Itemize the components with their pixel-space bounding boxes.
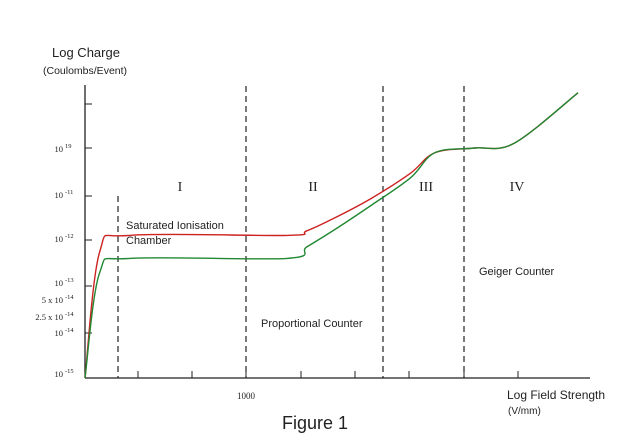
region-numeral: III [419, 180, 433, 195]
region-label: Chamber [126, 235, 172, 247]
region-label: Geiger Counter [479, 266, 555, 278]
y-tick-label-exponent: -13 [65, 277, 74, 284]
y-tick-label: 10 [55, 369, 64, 379]
y-tick-label: 10 [55, 190, 64, 200]
y-tick-label: 10 [55, 234, 64, 244]
y-axis-title: Log Charge [52, 45, 120, 60]
region-label: Proportional Counter [261, 318, 363, 330]
y-axis-unit: (Coulombs/Event) [43, 65, 127, 77]
region-boundaries [117, 86, 465, 378]
y-tick-label-exponent: -14 [65, 294, 74, 301]
y-tick-label-exponent: -14 [65, 311, 74, 318]
y-tick-label: 10 [55, 144, 64, 154]
y-tick-label: 5 x 10 [42, 295, 63, 305]
figure-caption: Figure 1 [282, 413, 348, 433]
region-numeral: I [178, 180, 183, 195]
x-tick-label: 1000 [237, 391, 256, 401]
y-tick-label-exponent: -12 [65, 233, 74, 240]
y-tick-label-exponent: -15 [65, 368, 74, 375]
series-line [84, 92, 579, 379]
x-axis-unit: (V/mm) [508, 406, 541, 417]
region-label: Saturated Ionisation [126, 220, 224, 232]
y-tick-label: 10 [55, 278, 64, 288]
y-tick-label: 2.5 x 10 [35, 312, 63, 322]
y-tick-label: 10 [55, 328, 64, 338]
x-axis-title: Log Field Strength [507, 388, 605, 402]
data-series [84, 92, 579, 379]
region-numeral: IV [510, 180, 525, 195]
region-numeral: II [308, 180, 318, 195]
y-tick-label-exponent: -11 [65, 189, 73, 196]
y-tick-label-exponent: -14 [65, 327, 74, 334]
y-tick-label-exponent: 19 [65, 143, 72, 150]
